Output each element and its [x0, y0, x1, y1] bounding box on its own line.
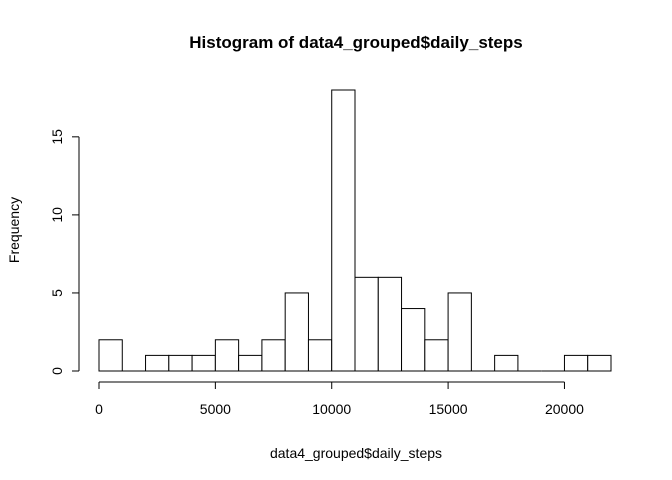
- histogram-bar-21: [587, 354, 612, 372]
- y-tick-label-3: 15: [49, 129, 65, 145]
- chart-title: Histogram of data4_grouped$daily_steps: [189, 33, 522, 52]
- x-axis-label: data4_grouped$daily_steps: [270, 445, 442, 461]
- histogram-bar-2: [145, 354, 170, 372]
- x-tick-label-0: 0: [95, 401, 103, 417]
- y-axis: 0 5 10 15: [49, 129, 80, 375]
- histogram-bar-7: [261, 339, 286, 372]
- x-tick-label-2: 10000: [312, 401, 351, 417]
- x-tick-label-1: 5000: [200, 401, 231, 417]
- histogram-bar-6: [238, 354, 263, 372]
- histogram-bar-15: [447, 292, 472, 372]
- histogram-bar-9: [307, 339, 333, 372]
- histogram-bar-5: [214, 339, 240, 372]
- histogram-bar-4: [191, 354, 216, 372]
- y-tick-label-0: 0: [49, 367, 65, 375]
- histogram-bar-17: [494, 354, 519, 372]
- histogram-bar-10: [331, 89, 356, 372]
- histogram-bar-14: [424, 339, 449, 372]
- histogram-bar-11: [354, 276, 379, 372]
- y-tick-label-2: 10: [49, 207, 65, 223]
- histogram-bar-20: [563, 354, 589, 372]
- histogram-bar-3: [168, 354, 193, 372]
- histogram-bar-12: [377, 276, 403, 372]
- histogram-bar-0: [98, 339, 123, 372]
- histogram-bars: [98, 89, 612, 372]
- x-tick-label-4: 20000: [545, 401, 584, 417]
- y-tick-label-1: 5: [49, 289, 65, 297]
- histogram-bar-13: [401, 308, 426, 372]
- x-tick-label-3: 15000: [429, 401, 468, 417]
- y-axis-label: Frequency: [6, 197, 22, 263]
- x-axis: 0 5000 10000 15000 20000: [95, 381, 584, 417]
- histogram-bar-8: [284, 292, 309, 372]
